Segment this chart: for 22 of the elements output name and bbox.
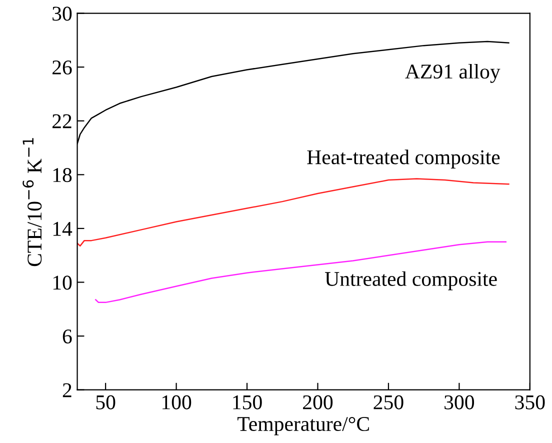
line-series bbox=[77, 178, 510, 247]
series-label: AZ91 alloy bbox=[405, 64, 500, 83]
x-tick-label: 200 bbox=[303, 395, 333, 410]
x-tick-label: 150 bbox=[233, 395, 262, 410]
y-tick-label: 10 bbox=[53, 276, 72, 290]
series-label: Heat-treated composite bbox=[307, 150, 500, 169]
x-tick-label: 300 bbox=[444, 395, 474, 410]
y-tick-label: 30 bbox=[52, 6, 72, 21]
y-tick-label: 6 bbox=[62, 329, 72, 344]
y-tick-label: 22 bbox=[52, 114, 72, 128]
y-tick-label: 2 bbox=[62, 383, 72, 398]
x-tick-label: 350 bbox=[515, 395, 545, 410]
line-series bbox=[95, 241, 506, 304]
x-tick-label: 250 bbox=[374, 395, 404, 410]
x-tick-label: 100 bbox=[162, 395, 192, 410]
y-axis-title: CTE/10$^{−6}$ K$^{−1}$ bbox=[22, 138, 42, 266]
x-tick-label: 50 bbox=[96, 395, 116, 410]
x-axis-title: Temperature/°C bbox=[237, 416, 369, 436]
y-tick-label: 18 bbox=[53, 168, 72, 182]
y-tick-label: 14 bbox=[53, 222, 72, 236]
y-tick-label: 26 bbox=[52, 60, 72, 75]
series-label: Untreated composite bbox=[325, 271, 497, 290]
